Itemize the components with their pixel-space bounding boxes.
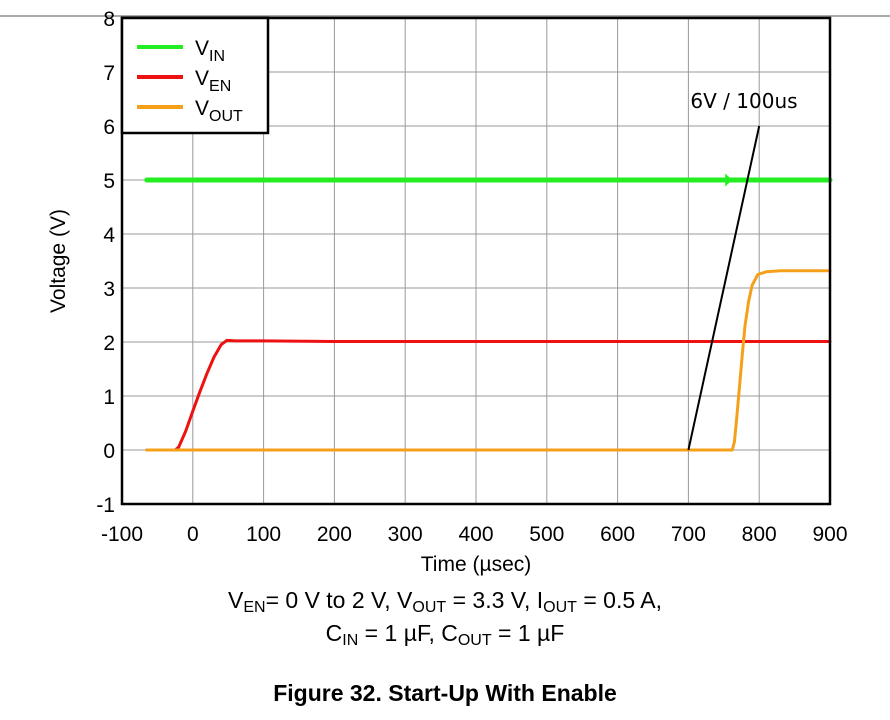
legend-label-vin: VIN [195, 37, 225, 65]
caption-line-2: CIN = 1 µF, COUT = 1 µF [325, 620, 565, 649]
y-axis-title: Voltage (V) [47, 209, 70, 313]
x-tick-labels: -100 0 100 200 300 400 500 600 700 800 900 [101, 523, 848, 546]
caption-line-1: VEN= 0 V to 2 V, VOUT = 3.3 V, IOUT = 0.… [227, 587, 662, 616]
y-tick-label: 0 [103, 440, 115, 463]
y-tick-label: 1 [103, 386, 115, 409]
x-tick-label: 900 [812, 523, 847, 546]
plot-frame [120, 16, 832, 506]
y-tick-label: 7 [103, 62, 115, 85]
legend-label-vout: VOUT [195, 97, 243, 125]
vin-trigger-marker [725, 173, 733, 187]
figure-title: Figure 32. Start-Up With Enable [273, 680, 617, 706]
x-tick-label: 100 [246, 523, 281, 546]
x-axis-title: Time (µsec) [421, 553, 532, 576]
y-tick-labels: -1 0 1 2 3 4 5 6 7 8 [96, 8, 115, 517]
x-tick-label: -100 [101, 523, 143, 546]
annotation: 6V / 100us [687, 89, 798, 451]
y-tick-label: 2 [103, 332, 115, 355]
y-tick-label: 8 [103, 8, 115, 31]
x-tick-label: 600 [600, 523, 635, 546]
x-tick-label: 800 [742, 523, 777, 546]
y-tick-label: 3 [103, 278, 115, 301]
x-tick-label: 300 [388, 523, 423, 546]
x-tick-label: 500 [529, 523, 564, 546]
slope-annotation-label: 6V / 100us [690, 89, 797, 113]
x-tick-label: 200 [317, 523, 352, 546]
y-tick-label: -1 [96, 494, 115, 517]
x-tick-label: 0 [187, 523, 199, 546]
y-tick-label: 6 [103, 116, 115, 139]
series-line-ven [145, 338, 832, 452]
x-tick-label: 400 [458, 523, 493, 546]
y-tick-label: 5 [103, 170, 115, 193]
legend-label-ven: VEN [195, 67, 231, 95]
voltage-time-chart: -100 0 100 200 300 400 500 600 700 800 900 -1 0 1 2 3 4… [0, 8, 890, 576]
series-lines [144, 173, 833, 452]
y-tick-label: 4 [103, 224, 115, 247]
x-tick-label: 700 [671, 523, 706, 546]
series-line-vout [145, 269, 832, 452]
slope-annotation-line [687, 125, 761, 451]
